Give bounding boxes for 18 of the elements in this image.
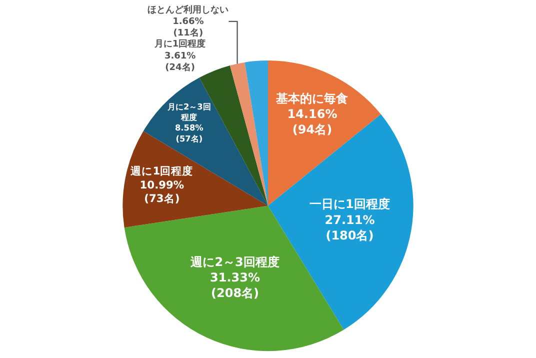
slice-label: 一日に1回程度: [310, 197, 390, 212]
data-label: 27.11% (180名): [324, 212, 375, 242]
slice-label: 月に1回程度: [153, 38, 206, 50]
slice-label: ほとんど利用しない: [148, 4, 229, 16]
slice-label: 週に1回程度: [130, 164, 194, 178]
pie-slice: [143, 78, 268, 206]
data-label: 8.58% (57名): [174, 122, 204, 144]
data-label: 31.33% (208名): [210, 270, 260, 300]
pie-slice: [122, 131, 268, 228]
data-label: 1.66% (11名): [172, 16, 204, 39]
slice-label: 週に2～3回程度: [190, 255, 280, 270]
data-label: 3.61% (24名): [164, 51, 196, 74]
data-label: 10.99% (73名): [140, 178, 184, 206]
data-label: 14.16% (94名): [287, 107, 338, 137]
slice-label: 月に2～3回程度: [166, 101, 211, 122]
slice-label: 基本的に毎食: [275, 91, 348, 106]
pie-slice: [244, 60, 268, 206]
pie-slice: [230, 62, 268, 206]
